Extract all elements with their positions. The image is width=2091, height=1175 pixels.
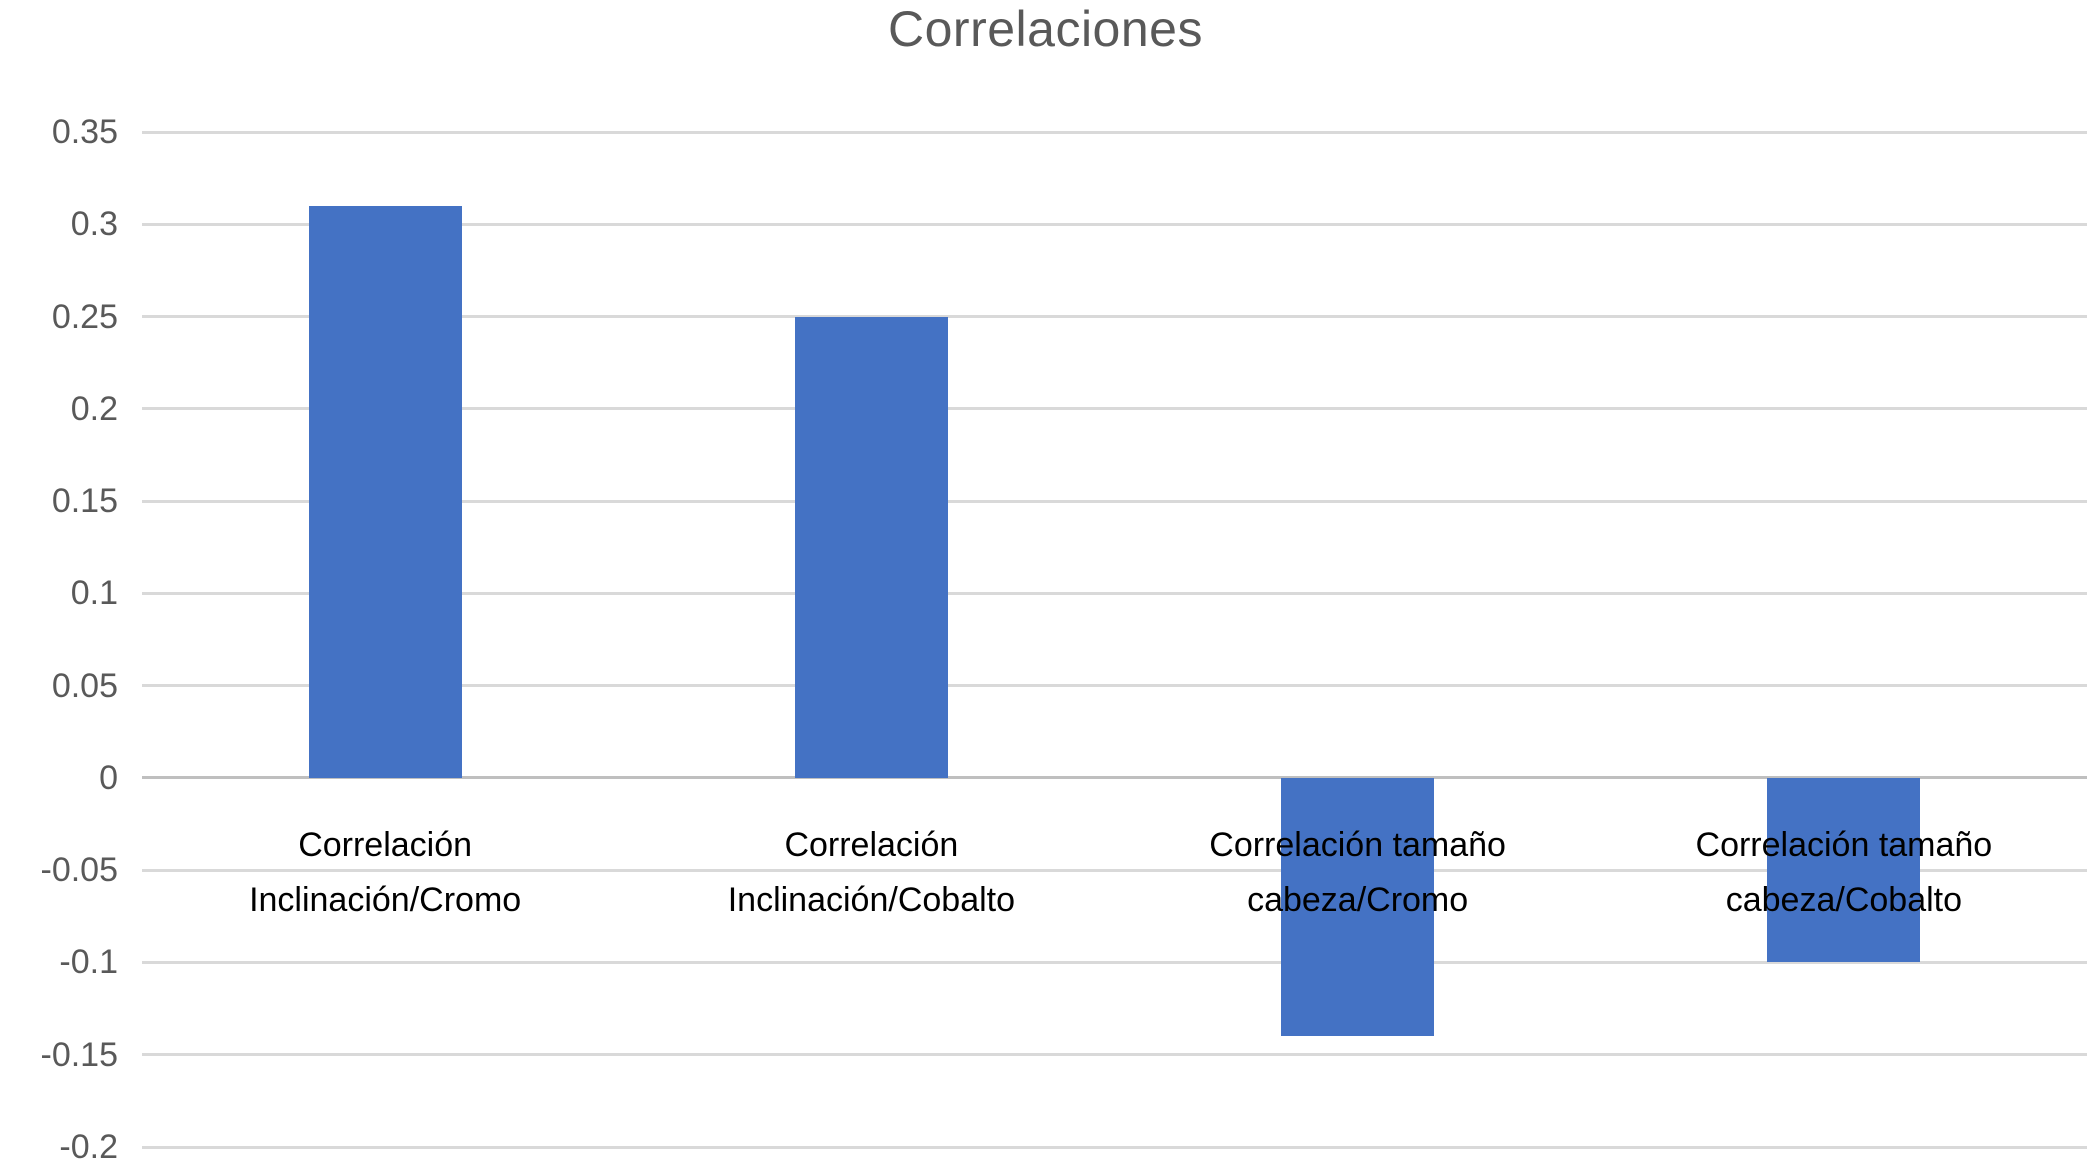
category-label: Correlación Inclinación/Cobalto	[628, 818, 1114, 928]
bar	[1767, 777, 1921, 963]
bar	[1281, 777, 1435, 1037]
y-axis-tick-label: -0.05	[40, 851, 119, 890]
gridline	[142, 1145, 2087, 1149]
gridline	[142, 868, 2087, 872]
y-axis-tick-label: 0	[99, 758, 118, 797]
category-label: Correlación Inclinación/Cromo	[142, 818, 628, 928]
category-label-line2: Inclinación/Cobalto	[727, 881, 1016, 919]
y-axis-tick-label: 0.35	[51, 113, 118, 151]
gridline	[142, 591, 2087, 595]
category-label-line1: Correlación	[298, 826, 473, 864]
y-axis-tick-label: -0.2	[59, 1128, 118, 1166]
gridline	[142, 407, 2087, 411]
bar	[308, 205, 462, 778]
y-axis-tick-label: 0.2	[70, 389, 118, 428]
category-label-line2: cabeza/Cromo	[1247, 881, 1469, 919]
gridline	[142, 960, 2087, 964]
gridline	[142, 684, 2087, 688]
category-label-line1: Correlación	[784, 826, 959, 864]
category-label: Correlación tamaño cabeza/Cromo	[1115, 818, 1601, 928]
y-axis-tick-label: 0.25	[51, 297, 118, 336]
category-label-line1: Correlación tamaño	[1209, 826, 1506, 864]
y-axis-tick-label: 0.15	[51, 482, 118, 521]
y-axis-tick-label: -0.1	[59, 943, 118, 982]
category-label: Correlación tamaño cabeza/Cobalto	[1601, 818, 2087, 928]
gridline	[142, 130, 2087, 134]
gridline	[142, 1053, 2087, 1057]
zero-axis-line	[142, 776, 2087, 780]
chart-title: Correlaciones	[888, 1, 1203, 57]
category-label-line2: cabeza/Cobalto	[1725, 881, 1963, 919]
gridline	[142, 499, 2087, 503]
y-axis-tick-label: 0.05	[51, 666, 118, 705]
category-label-line2: Inclinación/Cromo	[249, 881, 522, 919]
gridline	[142, 222, 2087, 226]
category-label-line1: Correlación tamaño	[1695, 826, 1993, 864]
y-axis-tick-label: 0.3	[70, 205, 118, 244]
y-axis-tick-label: 0.1	[70, 574, 118, 613]
gridline	[142, 315, 2087, 319]
y-axis-tick-label: -0.15	[40, 1035, 119, 1074]
bar	[794, 316, 948, 778]
